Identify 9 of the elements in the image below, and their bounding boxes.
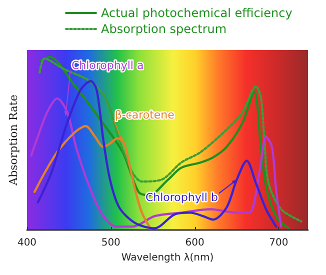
y-axis-title: Absorption Rate	[7, 94, 20, 186]
x-tick-label: 600	[185, 238, 204, 248]
legend-label: Actual photochemical efficiency	[101, 6, 292, 20]
x-tick-label: 400	[17, 238, 37, 248]
legend-label: Absorption spectrum	[101, 22, 227, 36]
x-tick-label: 700	[269, 238, 288, 248]
x-axis-title: Wavelength λ(nm)	[121, 252, 214, 264]
x-tick-label: 500	[101, 238, 120, 248]
annotation: Chlorophyll b	[145, 190, 218, 204]
